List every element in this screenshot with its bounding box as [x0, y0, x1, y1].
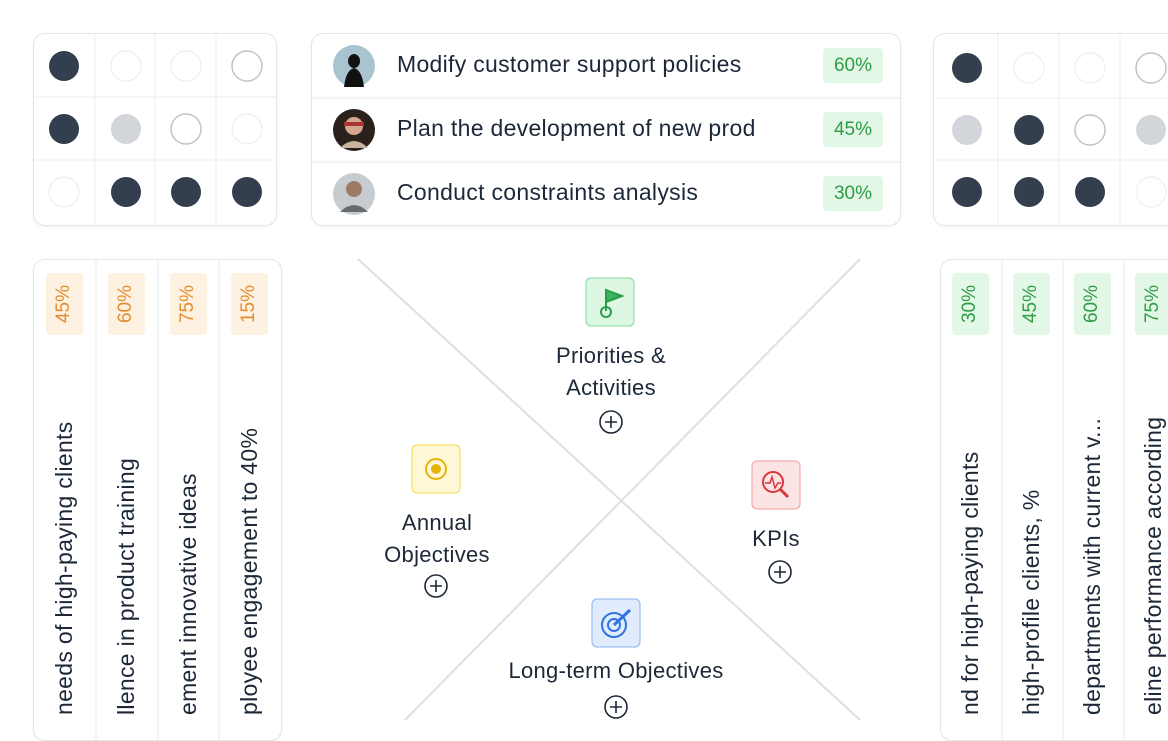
objective-label[interactable]: departments with current v... — [1079, 417, 1105, 715]
matrix-lines — [357, 258, 861, 720]
dot-grid-right — [933, 33, 1168, 226]
status-dot — [170, 113, 202, 145]
objective-label[interactable]: ement innovative ideas — [175, 473, 201, 715]
status-dot — [49, 51, 79, 81]
status-dot — [1074, 114, 1106, 146]
badge-text: 60% — [115, 284, 137, 324]
quadrant-label[interactable]: Long-term Objectives — [508, 658, 724, 683]
status-dot — [171, 177, 201, 207]
status-dot — [232, 177, 262, 207]
percent-badge: 60% — [108, 273, 145, 335]
status-dot — [1136, 115, 1166, 145]
badge-text: 75% — [177, 284, 199, 324]
dot-grid — [34, 34, 276, 225]
status-dot — [170, 50, 202, 82]
badge-text: 75% — [1142, 284, 1164, 324]
status-dot — [1014, 177, 1044, 207]
task-title[interactable]: Plan the development of new prod — [397, 115, 756, 141]
status-dot — [952, 177, 982, 207]
percent-badge: 60% — [823, 48, 883, 83]
status-dot — [952, 115, 982, 145]
task-rows — [312, 45, 900, 215]
objective-label[interactable]: ployee engagement to 40% — [236, 427, 262, 715]
objective-label[interactable]: llence in product training — [113, 457, 139, 715]
column-dividers — [95, 260, 220, 740]
percent-badge: 45% — [46, 273, 83, 335]
quadrant-label[interactable]: Priorities & Activities — [556, 343, 666, 400]
page: Modify customer support policies Plan th… — [33, 33, 1168, 741]
percent-badge: 45% — [1013, 273, 1050, 335]
task-title[interactable]: Conduct constraints analysis — [397, 179, 699, 205]
percent-badge: 75% — [1135, 273, 1168, 335]
percent-badge: 15% — [231, 273, 268, 335]
status-dot — [231, 113, 263, 145]
badge-text: 30% — [959, 284, 981, 324]
status-dot — [1135, 52, 1167, 84]
status-dot — [1014, 115, 1044, 145]
status-dot — [231, 50, 263, 82]
status-dot — [1013, 52, 1045, 84]
quadrant-label[interactable]: Annual Objectives — [384, 510, 490, 567]
badge-text: 45% — [53, 284, 75, 324]
status-dot — [48, 176, 80, 208]
status-dot — [952, 53, 982, 83]
percent-badge: 45% — [823, 112, 883, 147]
percent-badge: 60% — [1074, 273, 1111, 335]
badge-text: 45% — [1020, 284, 1042, 324]
task-title[interactable]: Modify customer support policies — [397, 51, 742, 77]
status-dot — [111, 114, 141, 144]
status-dot — [1075, 177, 1105, 207]
dot-grid — [934, 34, 1168, 225]
status-dot — [1135, 176, 1167, 208]
status-dot — [49, 114, 79, 144]
status-dot — [110, 50, 142, 82]
badge-text: 60% — [1081, 284, 1103, 324]
objective-label[interactable]: needs of high-paying clients — [51, 421, 77, 715]
objective-label[interactable]: high-profile clients, % — [1018, 489, 1044, 715]
status-dot — [1074, 52, 1106, 84]
left-panel — [33, 259, 282, 741]
percent-badge: 30% — [823, 176, 883, 211]
objective-label[interactable]: eline performance according — [1140, 416, 1166, 715]
task-list: Modify customer support policies Plan th… — [311, 33, 901, 226]
percent-badge: 75% — [170, 273, 207, 335]
badge-text: 15% — [238, 284, 260, 324]
quadrant-label[interactable]: KPIs — [752, 526, 800, 551]
column-dividers — [1001, 260, 1125, 740]
status-dot — [111, 177, 141, 207]
percent-badge: 30% — [952, 273, 989, 335]
dot-grid-left — [33, 33, 277, 226]
objective-label[interactable]: nd for high-paying clients — [957, 451, 983, 715]
right-panel — [940, 259, 1168, 741]
